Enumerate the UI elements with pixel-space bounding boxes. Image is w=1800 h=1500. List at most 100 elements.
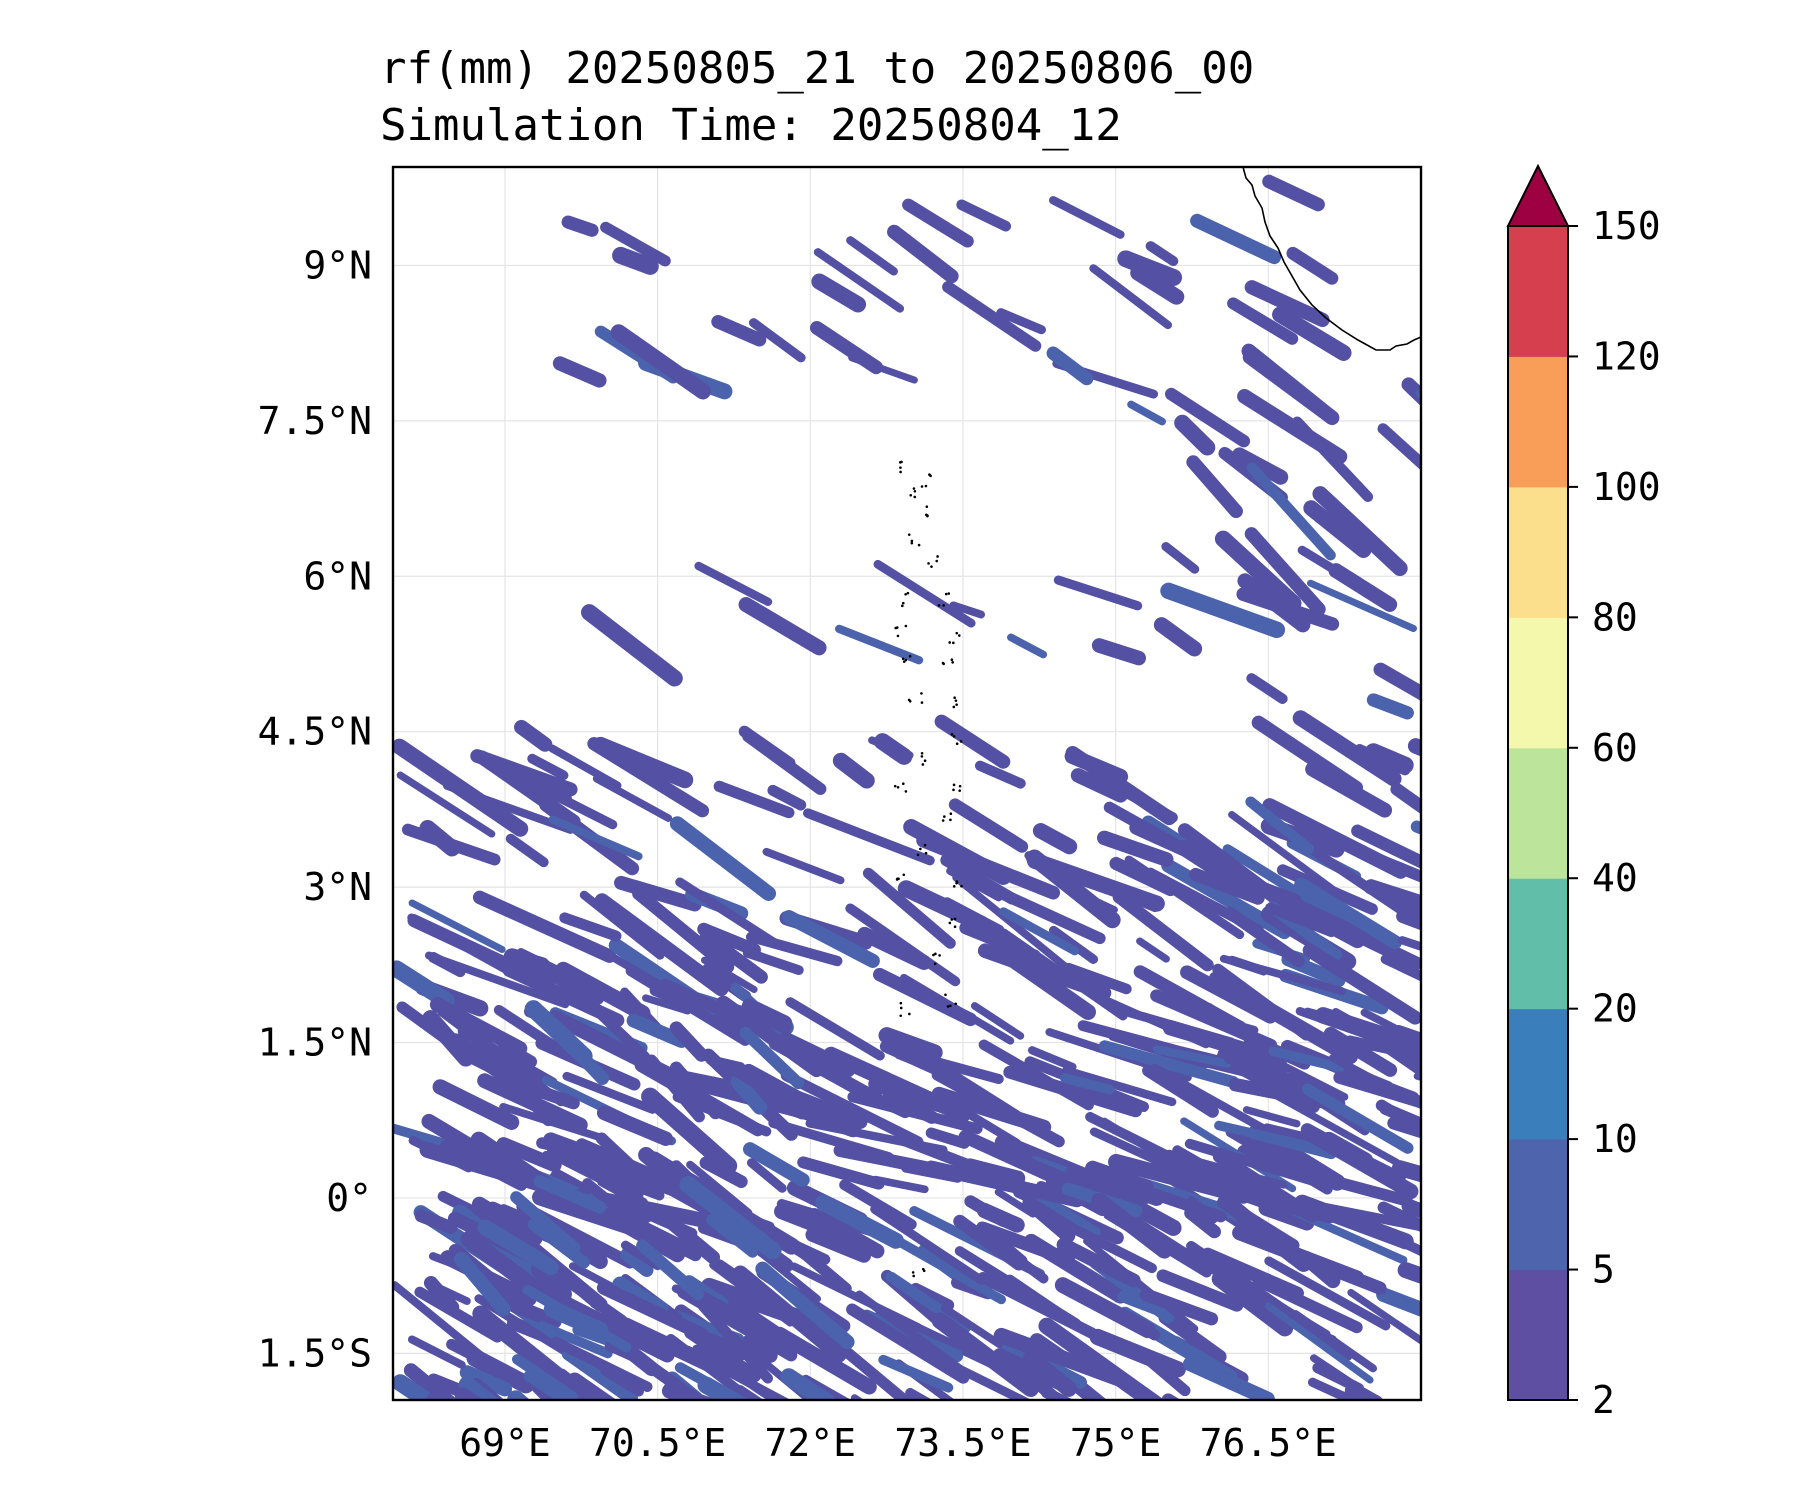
lon-tick-label: 72°E — [765, 1421, 857, 1465]
rain-streak — [1294, 877, 1403, 950]
rain-streak — [674, 1362, 750, 1400]
island-dot — [954, 1002, 958, 1006]
island-dot — [910, 541, 914, 545]
rain-streak — [931, 1312, 1039, 1398]
rain-streak — [493, 1004, 572, 1060]
rain-streak — [1351, 824, 1421, 869]
rain-streak — [878, 1027, 943, 1061]
rain-streak — [1070, 768, 1128, 803]
rain-streak — [561, 215, 599, 237]
rain-streak — [432, 1079, 520, 1130]
rain-streak — [996, 308, 1046, 335]
rain-streak — [1413, 1072, 1421, 1081]
rain-streak — [993, 1327, 1128, 1387]
rain-streak — [1056, 1237, 1141, 1288]
rain-streak — [1062, 1066, 1177, 1107]
rain-streak — [1320, 1131, 1374, 1170]
island-dot — [923, 759, 927, 762]
rain-streak — [916, 833, 1061, 900]
india-coastline — [1242, 167, 1421, 351]
colorbar-segment — [1508, 747, 1568, 879]
island-dot — [950, 658, 954, 661]
rain-streak — [1063, 962, 1132, 995]
rain-streak — [1246, 462, 1336, 561]
rain-streak — [550, 1336, 653, 1393]
rain-streak — [1214, 530, 1302, 612]
island-dot — [937, 604, 941, 607]
rain-streak — [1072, 888, 1118, 914]
rain-streak — [1344, 1035, 1421, 1061]
rain-streak — [1236, 587, 1340, 631]
rain-streak — [1305, 761, 1393, 818]
island-dot — [950, 733, 954, 736]
island-dot — [896, 785, 900, 789]
rain-streak — [823, 1046, 971, 1123]
rain-streak — [559, 912, 622, 942]
rain-streak — [934, 714, 1011, 769]
rain-streak — [1373, 662, 1421, 701]
colorbar-tick-label: 150 — [1592, 204, 1661, 248]
island-dot — [899, 461, 902, 464]
island-dot — [899, 470, 902, 474]
rain-streak — [1310, 1354, 1362, 1392]
island-dot — [901, 604, 904, 608]
island-dot — [952, 885, 956, 888]
rain-streak — [423, 1275, 460, 1315]
lat-tick-label: 3°N — [303, 865, 372, 909]
rain-streak — [1024, 851, 1160, 913]
rain-streak — [1355, 1387, 1375, 1400]
rain-streak — [1160, 582, 1286, 639]
island-dot — [935, 559, 939, 563]
rain-streak — [797, 1156, 885, 1190]
island-dot — [955, 631, 959, 635]
island-dot — [904, 658, 908, 662]
rain-streak — [1027, 1046, 1077, 1072]
rain-streak — [1145, 241, 1179, 267]
rain-streak — [582, 1308, 654, 1341]
island-dot — [907, 698, 911, 702]
rain-streak — [514, 719, 553, 752]
rain-streak — [472, 890, 617, 963]
rain-streak — [1184, 1206, 1222, 1239]
rain-streak — [1272, 306, 1352, 361]
rain-streak — [595, 1132, 657, 1191]
island-dot — [942, 662, 945, 666]
rain-streak — [885, 1271, 972, 1333]
rain-streak — [1265, 902, 1337, 938]
rain-streak — [1108, 779, 1178, 823]
rain-streak — [1085, 1111, 1204, 1177]
rain-streak — [1103, 1212, 1148, 1242]
rain-streak — [556, 1368, 603, 1400]
rain-streak — [527, 1218, 590, 1269]
rain-streak — [1377, 1201, 1421, 1233]
rain-streak — [839, 1179, 917, 1230]
rain-streak — [713, 780, 795, 819]
lat-tick-label: 6°N — [303, 554, 372, 598]
lon-tick-label: 70.5°E — [589, 1421, 726, 1465]
rain-streak — [1380, 954, 1421, 982]
rain-streak — [548, 744, 622, 790]
lat-tick-label: 1.5°S — [258, 1331, 372, 1375]
rain-streak — [1244, 280, 1330, 328]
colorbar-segment — [1508, 1269, 1568, 1401]
rain-streak — [1270, 1091, 1401, 1166]
rain-streak — [902, 198, 974, 248]
rain-streak — [1323, 1026, 1398, 1077]
rain-streak — [699, 929, 768, 984]
colorbar-tick-label: 5 — [1592, 1248, 1615, 1292]
rain-streak — [1048, 196, 1125, 239]
rain-streak — [873, 559, 976, 628]
rain-streak — [393, 1281, 491, 1364]
rain-streak — [1098, 1040, 1240, 1088]
rain-streak — [1063, 1372, 1108, 1400]
rain-streak — [746, 1158, 787, 1193]
rain-streak — [1241, 343, 1339, 425]
colorbar-tick-label: 100 — [1592, 465, 1661, 509]
rain-streak — [1032, 822, 1078, 855]
rain-streak — [496, 1137, 562, 1173]
island-dot — [928, 473, 931, 476]
rain-streak — [958, 1129, 1062, 1185]
rain-streak — [1089, 1328, 1186, 1378]
island-dot — [936, 555, 939, 558]
